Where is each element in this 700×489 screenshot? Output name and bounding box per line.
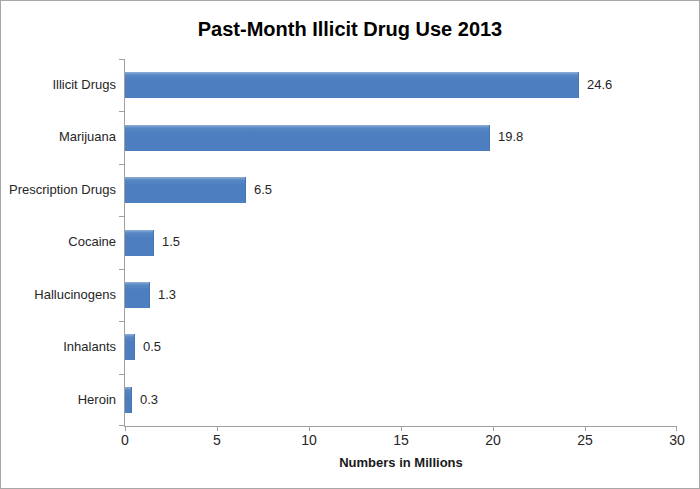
category-label: Prescription Drugs (9, 164, 116, 216)
x-axis-tick (401, 426, 402, 431)
bar-illicit-drugs (125, 72, 579, 98)
bar-value-label: 0.5 (143, 321, 161, 373)
x-axis-tick-label: 5 (197, 432, 237, 448)
category-label: Marijuana (59, 111, 116, 163)
plot-area: Numbers in Millions 24.6Illicit Drugs19.… (124, 59, 677, 427)
bar-hallucinogens (125, 282, 150, 308)
category-label: Hallucinogens (34, 269, 116, 321)
bar-value-label: 19.8 (498, 111, 523, 163)
bar-marijuana (125, 125, 490, 151)
bar-heroin (125, 387, 132, 413)
bar-value-label: 0.3 (140, 374, 158, 426)
x-axis-title: Numbers in Millions (125, 455, 677, 470)
x-axis-tick-label: 30 (657, 432, 697, 448)
y-axis-tick (119, 269, 124, 270)
bar-value-label: 1.5 (162, 216, 180, 268)
x-axis-tick (309, 426, 310, 431)
y-axis-tick (119, 59, 124, 60)
y-axis-tick (119, 321, 124, 322)
x-axis-tick (493, 426, 494, 431)
category-label: Heroin (78, 374, 116, 426)
x-axis-tick (217, 426, 218, 431)
category-label: Illicit Drugs (52, 59, 116, 111)
x-axis-tick-label: 15 (381, 432, 421, 448)
x-axis-tick-label: 20 (473, 432, 513, 448)
bar-inhalants (125, 334, 135, 360)
x-axis-tick-label: 25 (565, 432, 605, 448)
bar-value-label: 24.6 (587, 59, 612, 111)
chart-frame: Past-Month Illicit Drug Use 2013 Numbers… (0, 0, 700, 489)
y-axis-tick (119, 216, 124, 217)
x-axis-tick (125, 426, 126, 431)
x-axis-tick-label: 10 (289, 432, 329, 448)
chart-title: Past-Month Illicit Drug Use 2013 (1, 14, 699, 44)
y-axis-tick (119, 164, 124, 165)
y-axis-tick (119, 425, 124, 426)
bar-cocaine (125, 230, 154, 256)
x-axis-tick-label: 0 (105, 432, 145, 448)
y-axis-tick (119, 374, 124, 375)
x-axis-tick (676, 426, 677, 431)
category-label: Cocaine (68, 216, 116, 268)
bar-value-label: 1.3 (158, 269, 176, 321)
bar-value-label: 6.5 (254, 164, 272, 216)
y-axis-tick (119, 111, 124, 112)
x-axis-tick (585, 426, 586, 431)
category-label: Inhalants (63, 321, 116, 373)
bar-prescription-drugs (125, 177, 246, 203)
